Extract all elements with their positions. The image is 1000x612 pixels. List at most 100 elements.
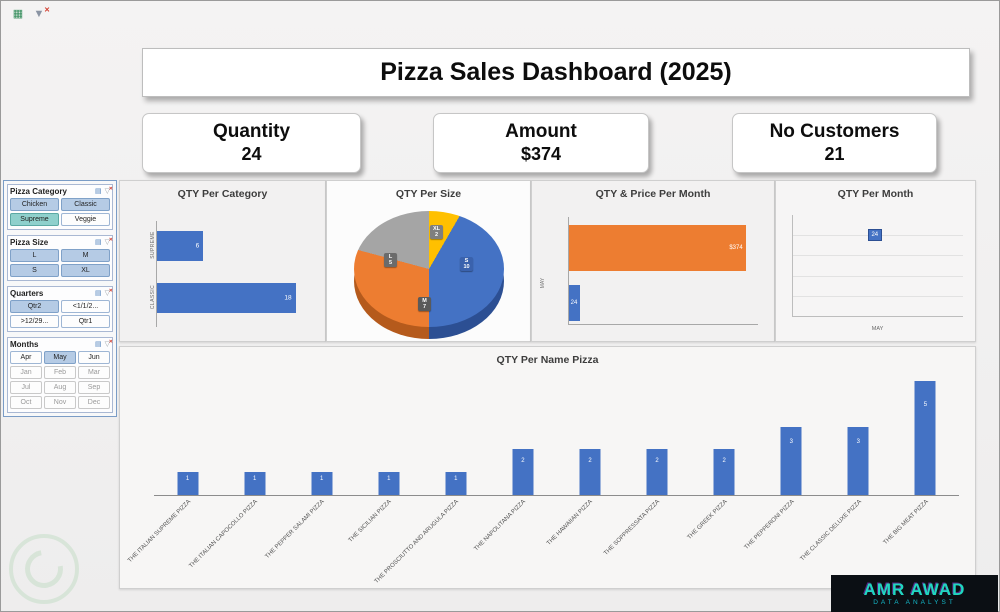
- bar-slot: 1 THE PROSCIUTTO AND ARUGULA PIZZA: [374, 381, 489, 585]
- dashboard-title-banner: Pizza Sales Dashboard (2025): [142, 48, 970, 97]
- bar-value: 3: [856, 438, 860, 445]
- bar-the-soppressata-pizza[interactable]: 2: [646, 449, 668, 495]
- slicer-pizza-size: Pizza Size ▤ ▽ ✕ L M S XL: [7, 235, 113, 281]
- bar-qty[interactable]: 24: [569, 285, 581, 321]
- pie-label-text: XL: [432, 226, 441, 232]
- watermark-leaf: [17, 542, 71, 596]
- clear-filter-x-icon: ✕: [108, 287, 113, 294]
- qty-per-category-plot: SUPREME 6 CLASSIC 18: [150, 221, 311, 327]
- slicer-item-oct[interactable]: Oct: [10, 396, 42, 409]
- bar-value: 2: [722, 457, 726, 464]
- category-label: THE PEPPERONI PIZZA: [743, 499, 796, 551]
- bar-the-sicilian-pizza[interactable]: 1: [378, 472, 400, 495]
- data-point-marker[interactable]: 24: [867, 229, 882, 241]
- slicer-panel: Pizza Category ▤ ▽ ✕ Chicken Classic Supreme Ve…: [3, 180, 117, 417]
- bar-the-prosciutto-and-arugula-pizza[interactable]: 1: [445, 472, 467, 495]
- qty-per-name-plot: 1 THE ITALIAN SUPREME PIZZA 1 THE ITALIAN C…: [127, 381, 959, 585]
- clear-filter-icon[interactable]: ▼ ✕: [32, 7, 50, 21]
- bar-the-pepper-salami-pizza[interactable]: 1: [311, 472, 333, 495]
- bar-slot: 2 THE HAWAIIAN PIZZA: [546, 381, 623, 547]
- y-axis-category-label: MAY: [540, 277, 547, 289]
- slicer-title: Months: [10, 340, 39, 349]
- bar-slot: 2 THE GREEK PIZZA: [686, 381, 758, 541]
- bar-value: 1: [454, 476, 458, 483]
- category-label: THE PROSCIUTTO AND ARUGULA PIZZA: [374, 499, 461, 585]
- kpi-label: No Customers: [769, 121, 900, 142]
- clear-filter-icon[interactable]: ▽ ✕: [104, 338, 113, 348]
- bar-supreme[interactable]: 6: [157, 231, 204, 261]
- pie-label-text: M: [422, 298, 427, 304]
- slicer-item-classic[interactable]: Classic: [61, 198, 110, 211]
- slicer-item-qtr2[interactable]: Qtr2: [10, 300, 59, 313]
- slicer-item-l[interactable]: L: [10, 249, 59, 262]
- clear-filter-icon[interactable]: ▽ ✕: [104, 236, 113, 246]
- gridline: [793, 275, 963, 277]
- slicer-item-may[interactable]: May: [44, 351, 76, 364]
- bar-the-italian-supreme-pizza[interactable]: 1: [177, 472, 199, 495]
- bar-value: 2: [521, 457, 525, 464]
- slicer-item-m[interactable]: M: [61, 249, 110, 262]
- bar-value: 5: [923, 401, 928, 408]
- slicer-item-dec[interactable]: Dec: [78, 396, 110, 409]
- slicer-item-qtr1[interactable]: Qtr1: [61, 315, 110, 328]
- category-label: THE PEPPER SALAMI PIZZA: [264, 499, 326, 561]
- slicer-item-mar[interactable]: Mar: [78, 366, 110, 379]
- bar-the-pepperoni-pizza[interactable]: 3: [780, 426, 802, 495]
- slicer-item-12-29[interactable]: >12/29...: [10, 315, 59, 328]
- clear-filter-icon[interactable]: ▽ ✕: [104, 185, 113, 195]
- slicer-item-jan[interactable]: Jan: [10, 366, 42, 379]
- category-label: THE SOPPRESSATA PIZZA: [603, 499, 662, 557]
- bar-slot: 5 THE BIG MEAT PIZZA: [883, 381, 959, 546]
- category-label: THE NAPOLITANA PIZZA: [473, 499, 528, 553]
- multiselect-icon[interactable]: ▤: [94, 289, 102, 297]
- slicer-title: Pizza Category: [10, 187, 67, 196]
- slicer-item-s[interactable]: S: [10, 264, 59, 277]
- qty-per-size-pie[interactable]: XL 2 S 10 M 7 L 5: [354, 211, 504, 343]
- pie-label-value: 7: [422, 304, 427, 310]
- multiselect-icon[interactable]: ▤: [94, 187, 102, 195]
- page-title: Pizza Sales Dashboard (2025): [380, 58, 732, 86]
- bar-slot: 1 THE PEPPER SALAMI PIZZA: [265, 381, 355, 560]
- slicer-item-chicken[interactable]: Chicken: [10, 198, 59, 211]
- slicer-item-feb[interactable]: Feb: [44, 366, 76, 379]
- slicer-item-sep[interactable]: Sep: [78, 381, 110, 394]
- slicer-item-nov[interactable]: Nov: [44, 396, 76, 409]
- slicer-pizza-category: Pizza Category ▤ ▽ ✕ Chicken Classic Supreme Ve…: [7, 184, 113, 230]
- bar-value: 3: [789, 438, 793, 445]
- slicer-item-supreme[interactable]: Supreme: [10, 213, 59, 226]
- clear-filter-x-icon: ✕: [108, 236, 113, 243]
- slicer-item-apr[interactable]: Apr: [10, 351, 42, 364]
- slicer-item-aug[interactable]: Aug: [44, 381, 76, 394]
- multiselect-icon[interactable]: ▤: [94, 238, 102, 246]
- slicer-title: Pizza Size: [10, 238, 49, 247]
- clear-filter-x-icon: ✕: [108, 185, 113, 192]
- kpi-value: $374: [520, 144, 562, 164]
- slicer-item-jun[interactable]: Jun: [78, 351, 110, 364]
- bar-price[interactable]: $374: [569, 225, 746, 271]
- bar-the-italian-capocollo-pizza[interactable]: 1: [244, 472, 266, 495]
- bar-the-hawaiian-pizza[interactable]: 2: [579, 449, 601, 495]
- kpi-quantity: Quantity 24: [142, 113, 361, 173]
- slicer-item-jul[interactable]: Jul: [10, 381, 42, 394]
- pie-label-text: S: [464, 258, 469, 264]
- bar-the-greek-pizza[interactable]: 2: [713, 449, 735, 495]
- qty-price-plot: $374 24: [568, 217, 758, 325]
- pie-label-value: 5: [388, 260, 393, 266]
- kpi-no-customers: No Customers 21: [732, 113, 937, 173]
- bar-classic[interactable]: 18: [157, 283, 296, 313]
- toolbar: ▦ ▼ ✕: [11, 7, 50, 21]
- slicer-item-veggie[interactable]: Veggie: [61, 213, 110, 226]
- bar-the-napolitana-pizza[interactable]: 2: [512, 449, 534, 495]
- brand-badge: AMR AWAD DATA ANALYST: [831, 575, 998, 612]
- slicer-item-xl[interactable]: XL: [61, 264, 110, 277]
- bar-the-classic-deluxe-pizza[interactable]: 3: [847, 426, 869, 495]
- multiselect-icon[interactable]: ▤: [94, 340, 102, 348]
- chart-qty-per-month: QTY Per Month 24 MAY: [775, 180, 976, 342]
- clear-filter-icon[interactable]: ▽ ✕: [104, 287, 113, 297]
- chart-qty-per-name-pizza: QTY Per Name Pizza 1 THE ITALIAN SUPREME …: [119, 346, 976, 589]
- table-icon[interactable]: ▦: [12, 8, 24, 20]
- bar-the-big-meat-pizza[interactable]: 5: [914, 381, 936, 495]
- slicer-item-1-1-2[interactable]: <1/1/2...: [61, 300, 110, 313]
